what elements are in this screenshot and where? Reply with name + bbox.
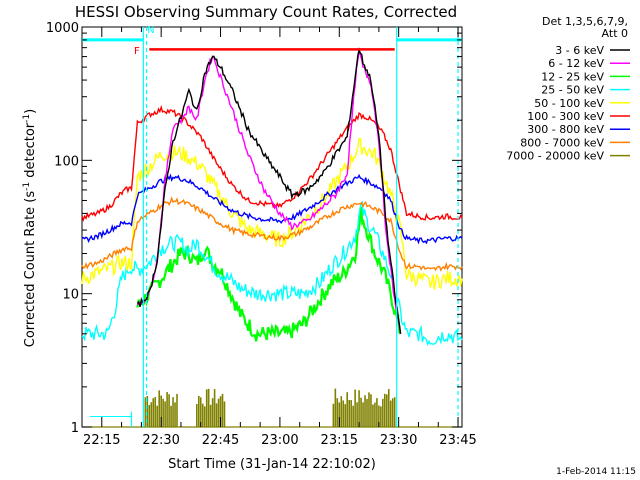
y-axis-label-sup1: -1 [22, 182, 32, 191]
legend-label: 12 - 25 keV [541, 70, 604, 83]
x-axis-label: Start Time (31-Jan-14 22:10:02) [168, 457, 376, 472]
saa-line [89, 411, 132, 417]
legend-item-800-7000-kev: 800 - 7000 keV [520, 136, 630, 149]
x-tick-label: 22:45 [202, 433, 239, 448]
legend-item-300-800-kev: 300 - 800 keV [527, 123, 630, 136]
y-tick-label: 1000 [46, 21, 79, 36]
y-axis-label-main: Corrected Count Rate (s [23, 191, 38, 348]
flag-label-flare: F [134, 46, 140, 57]
x-tick-label: 23:45 [439, 433, 476, 448]
legend-label: 100 - 300 keV [527, 110, 604, 123]
legend-label: 800 - 7000 keV [520, 136, 604, 149]
y-axis-label-end: ) [23, 109, 38, 114]
legend-item-50-100-kev: 50 - 100 keV [534, 97, 630, 110]
axis-ticks: 1 10 100 1000 22:15 22:30 22:45 23:00 23:15 23:30… [46, 21, 477, 448]
x-tick-label: 23:30 [380, 433, 417, 448]
data-layer: FN [81, 25, 463, 428]
legend-item-12-25-kev: 12 - 25 keV [541, 70, 630, 83]
y-axis-label-mid: detector [23, 122, 38, 182]
legend-item-100-300-kev: 100 - 300 keV [527, 110, 630, 123]
chart-title: HESSI Observing Summary Count Rates, Cor… [75, 3, 457, 21]
y-axis-label: Corrected Count Rate (s-1 detector-1) [22, 109, 38, 347]
legend-item-3-6-kev: 3 - 6 keV [555, 44, 630, 57]
x-tick-label: 22:30 [142, 433, 179, 448]
x-tick-label: 23:00 [261, 433, 298, 448]
legend-title-detectors: Det 1,3,5,6,7,9, [542, 15, 628, 28]
legend-item-7000-20000-kev: 7000 - 20000 keV [506, 150, 630, 163]
x-tick-label: 23:15 [321, 433, 358, 448]
legend-label: 50 - 100 keV [534, 97, 604, 110]
legend-label: 6 - 12 keV [548, 57, 604, 70]
footer-date: 1-Feb-2014 11:15 [556, 467, 636, 477]
legend-label: 7000 - 20000 keV [506, 150, 604, 163]
legend-item-6-12-kev: 6 - 12 keV [548, 57, 630, 70]
legend-label: 25 - 50 keV [541, 84, 604, 97]
legend-label: 3 - 6 keV [555, 44, 604, 57]
series-3-6-kev [136, 47, 402, 334]
y-tick-label: 100 [54, 154, 79, 169]
legend-title-attenuator: Att 0 [602, 27, 628, 40]
x-tick-label: 22:15 [83, 433, 120, 448]
plot-area: FN 1 10 100 1000 22:15 22:30 22:45 23:00 23:15 23… [46, 21, 477, 448]
y-axis-label-sup2: -1 [22, 114, 32, 123]
y-tick-label: 1 [71, 421, 79, 436]
legend-label: 300 - 800 keV [527, 123, 604, 136]
legend-item-25-50-kev: 25 - 50 keV [541, 84, 630, 97]
plot-frame [81, 26, 463, 428]
y-tick-label: 10 [62, 288, 79, 303]
flag-label-night: N [147, 25, 154, 36]
state-lines [82, 27, 462, 427]
